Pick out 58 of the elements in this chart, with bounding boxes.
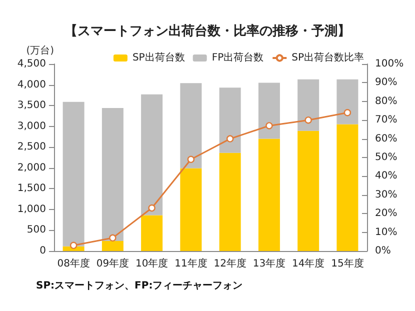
- y2-tick-label: 20%: [375, 208, 398, 220]
- y-axis-title: (万台): [26, 44, 54, 56]
- x-tick-label: 09年度: [96, 258, 130, 270]
- bar: [219, 88, 241, 153]
- x-tick-label: 15年度: [331, 258, 364, 270]
- bar: [336, 124, 358, 251]
- x-tick-label: 10年度: [135, 258, 168, 270]
- bar: [298, 130, 320, 251]
- y2-tick-label: 0%: [375, 246, 391, 256]
- bar: [258, 138, 280, 251]
- y2-tick-label: 30%: [375, 189, 398, 200]
- y-tick-label: 0: [40, 246, 46, 256]
- point: [70, 242, 78, 249]
- y-tick-label: 1,000: [17, 204, 46, 215]
- chart-title: 【スマートフォン出荷台数・比率の推移・予測】: [64, 23, 350, 39]
- point: [187, 156, 195, 163]
- legend-label: SP出荷台数比率: [292, 52, 364, 64]
- y-tick-label: 3,500: [17, 100, 46, 112]
- y2-tick-label: 100%: [375, 58, 404, 70]
- y-tick-label: 500: [26, 224, 46, 236]
- legend-label: FP出荷台数: [212, 52, 264, 64]
- y-tick-label: 2,000: [17, 162, 46, 174]
- y2-tick-label: 60%: [375, 133, 398, 144]
- y-tick-label: 1,500: [17, 183, 46, 194]
- bar: [102, 241, 124, 251]
- y-tick-label: 3,000: [17, 120, 46, 132]
- y2-tick-label: 80%: [375, 96, 398, 107]
- text: SP:スマートフォン、FP:フィーチャーフォン: [36, 280, 243, 292]
- legend-label: SP出荷台数: [132, 52, 185, 64]
- x-tick-label: 12年度: [214, 258, 246, 270]
- point: [344, 109, 352, 116]
- bar: [141, 94, 163, 216]
- point: [304, 116, 312, 124]
- x-tick-label: 14年度: [292, 258, 325, 270]
- bar: [62, 102, 84, 246]
- x-tick-label: 11年度: [174, 258, 208, 270]
- x-tick-label: 08年度: [57, 258, 90, 270]
- bar: [141, 215, 163, 251]
- y-tick-label: 4,500: [17, 58, 46, 70]
- y2-tick-label: 40%: [375, 170, 398, 182]
- x-tick-label: 13年度: [252, 258, 286, 270]
- point: [226, 135, 234, 142]
- point: [148, 204, 156, 212]
- bar: [298, 79, 320, 131]
- y2-tick-label: 90%: [375, 77, 398, 88]
- point: [266, 122, 273, 130]
- bar: [219, 152, 241, 251]
- bar: [258, 82, 280, 139]
- y-tick-label: 4,000: [17, 79, 46, 90]
- bar: [180, 168, 202, 251]
- y2-tick-label: 70%: [375, 114, 398, 126]
- bar: [180, 83, 202, 168]
- bar: [102, 108, 124, 242]
- point: [109, 234, 116, 242]
- y2-tick-label: 10%: [375, 226, 398, 238]
- bar: [336, 79, 358, 124]
- y2-tick-label: 50%: [375, 152, 398, 163]
- y-tick-label: 2,500: [17, 142, 46, 153]
